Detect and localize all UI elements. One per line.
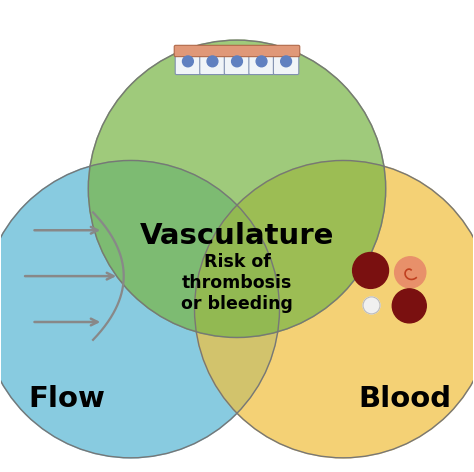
Text: Risk of
thrombosis
or bleeding: Risk of thrombosis or bleeding (181, 253, 293, 313)
Circle shape (232, 56, 242, 67)
Circle shape (0, 160, 280, 458)
Circle shape (207, 56, 218, 67)
FancyBboxPatch shape (249, 48, 274, 75)
Circle shape (194, 160, 474, 458)
Circle shape (353, 253, 389, 288)
FancyBboxPatch shape (273, 48, 299, 75)
Circle shape (182, 56, 193, 67)
Circle shape (256, 56, 267, 67)
Circle shape (392, 289, 426, 323)
Circle shape (363, 297, 380, 314)
FancyBboxPatch shape (200, 48, 225, 75)
Circle shape (281, 56, 292, 67)
Text: Vasculature: Vasculature (140, 222, 334, 250)
FancyBboxPatch shape (224, 48, 250, 75)
FancyBboxPatch shape (174, 45, 300, 57)
Text: Blood: Blood (358, 385, 451, 413)
Circle shape (395, 257, 426, 288)
Circle shape (88, 40, 386, 337)
Text: Flow: Flow (28, 385, 106, 413)
FancyBboxPatch shape (175, 48, 201, 75)
